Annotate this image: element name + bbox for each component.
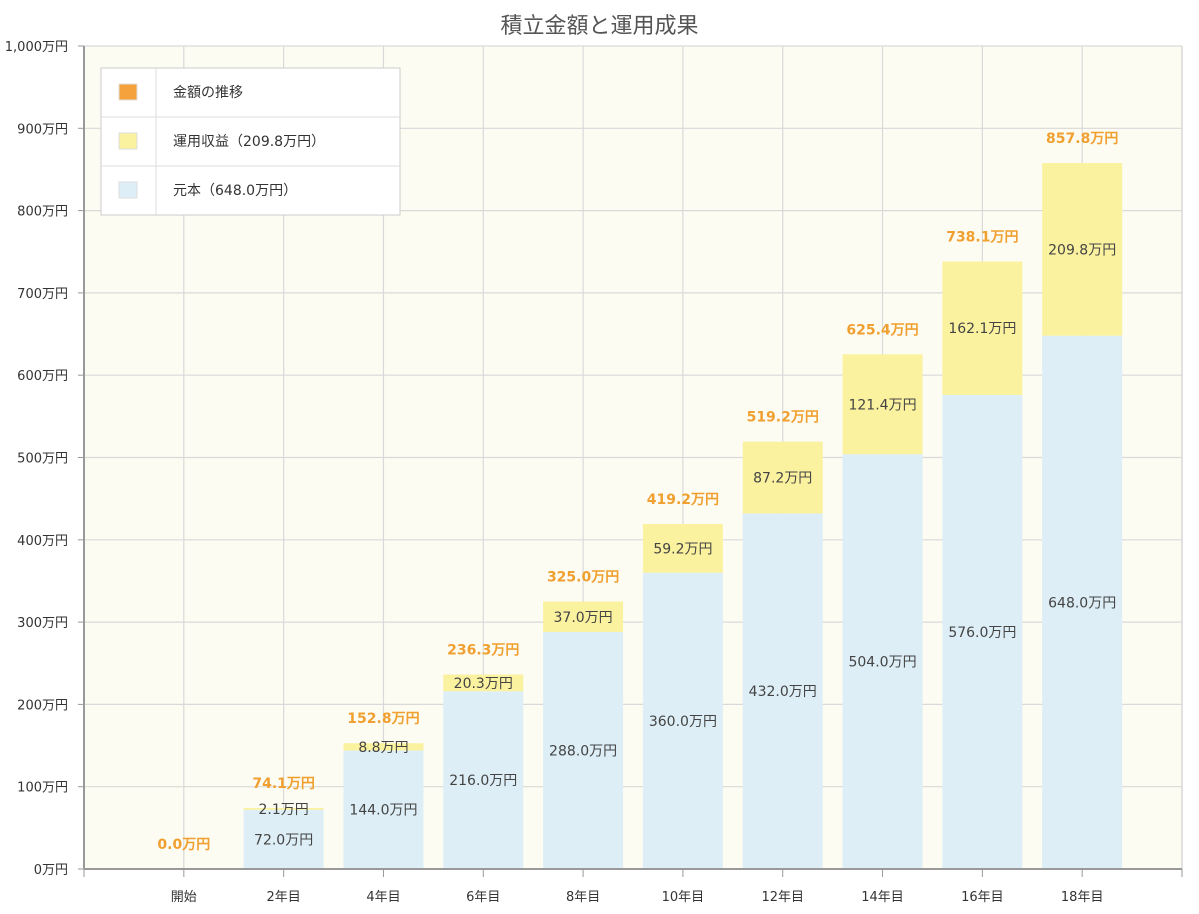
data-label-return: 209.8万円	[1048, 242, 1116, 258]
bar-segment-return	[642, 523, 723, 573]
data-label-principal: 648.0万円	[1048, 595, 1116, 611]
legend-box	[100, 67, 401, 216]
data-label-total: 857.8万円	[1046, 131, 1118, 147]
legend-label: 金額の推移	[173, 85, 243, 101]
bar-segment-return	[742, 441, 823, 514]
data-label-return: 2.1万円	[259, 802, 309, 818]
bar-segment-return	[343, 743, 424, 751]
bar-segment-return	[842, 354, 923, 455]
data-label-principal: 144.0万円	[349, 803, 417, 819]
bar-segment-return	[543, 601, 624, 632]
data-label-total: 519.2万円	[747, 410, 819, 426]
data-label-principal: 576.0万円	[948, 625, 1016, 641]
bar-segment-principal	[543, 631, 624, 869]
data-label-total: 625.4万円	[846, 322, 918, 338]
legend-swatch	[118, 181, 138, 199]
bar-segment-return	[942, 261, 1023, 395]
data-label-total: 236.3万円	[447, 643, 519, 659]
y-tick-label: 800万円	[17, 205, 68, 220]
y-tick-label: 1,000万円	[5, 40, 68, 55]
legend-swatch	[118, 83, 138, 101]
data-label-principal: 432.0万円	[749, 684, 817, 700]
x-tick-label: 14年目	[861, 890, 904, 905]
data-label-principal: 288.0万円	[549, 743, 617, 759]
x-tick-label: 12年目	[761, 890, 804, 905]
bar-segment-principal	[243, 809, 324, 869]
data-label-total: 152.8万円	[347, 711, 419, 727]
data-label-return: 8.8万円	[358, 740, 408, 756]
x-tick-label: 4年目	[366, 890, 400, 905]
x-tick-label: 2年目	[266, 890, 300, 905]
bar-segment-principal	[642, 572, 723, 869]
legend-swatch	[118, 132, 138, 150]
data-label-return: 59.2万円	[653, 541, 712, 557]
x-tick-label: 16年目	[961, 890, 1004, 905]
x-tick-label: 6年目	[466, 890, 500, 905]
y-tick-label: 0万円	[34, 863, 68, 878]
data-label-total: 419.2万円	[647, 492, 719, 508]
bar-segment-principal	[942, 394, 1023, 869]
legend-label: 運用収益（209.8万円）	[173, 134, 325, 150]
y-tick-label: 900万円	[17, 122, 68, 137]
data-label-return: 87.2万円	[753, 471, 812, 487]
data-label-return: 20.3万円	[454, 676, 513, 692]
data-label-principal: 504.0万円	[848, 655, 916, 671]
bar-segment-principal	[842, 454, 923, 869]
y-tick-label: 400万円	[17, 534, 68, 549]
chart-title: 積立金額と運用成果	[500, 14, 699, 39]
y-tick-label: 100万円	[17, 781, 68, 796]
bar-segment-principal	[1042, 335, 1123, 869]
y-tick-label: 600万円	[17, 369, 68, 384]
bar-segment-principal	[742, 513, 823, 869]
y-tick-label: 700万円	[17, 287, 68, 302]
data-label-principal: 216.0万円	[449, 773, 517, 789]
x-tick-label: 10年目	[662, 890, 705, 905]
y-tick-label: 500万円	[17, 452, 68, 467]
y-tick-label: 200万円	[17, 698, 68, 713]
x-tick-label: 開始	[171, 890, 197, 905]
y-tick-label: 300万円	[17, 616, 68, 631]
data-label-total: 74.1万円	[252, 776, 315, 792]
data-label-return: 121.4万円	[848, 397, 916, 413]
legend-label: 元本（648.0万円）	[173, 183, 297, 199]
data-label-return: 162.1万円	[948, 321, 1016, 337]
bar-segment-principal	[343, 750, 424, 869]
bar-segment-return	[443, 674, 524, 692]
bar-segment-principal	[443, 691, 524, 869]
data-label-principal: 360.0万円	[649, 714, 717, 730]
bar-segment-return	[243, 808, 324, 810]
data-label-total: 738.1万円	[946, 230, 1018, 246]
data-label-principal: 72.0万円	[254, 832, 313, 848]
data-label-return: 37.0万円	[554, 610, 613, 626]
data-label-total: 0.0万円	[157, 837, 210, 853]
x-tick-label: 8年目	[566, 890, 600, 905]
bar-segment-return	[1042, 163, 1123, 336]
x-tick-label: 18年目	[1061, 890, 1104, 905]
data-label-total: 325.0万円	[547, 570, 619, 586]
